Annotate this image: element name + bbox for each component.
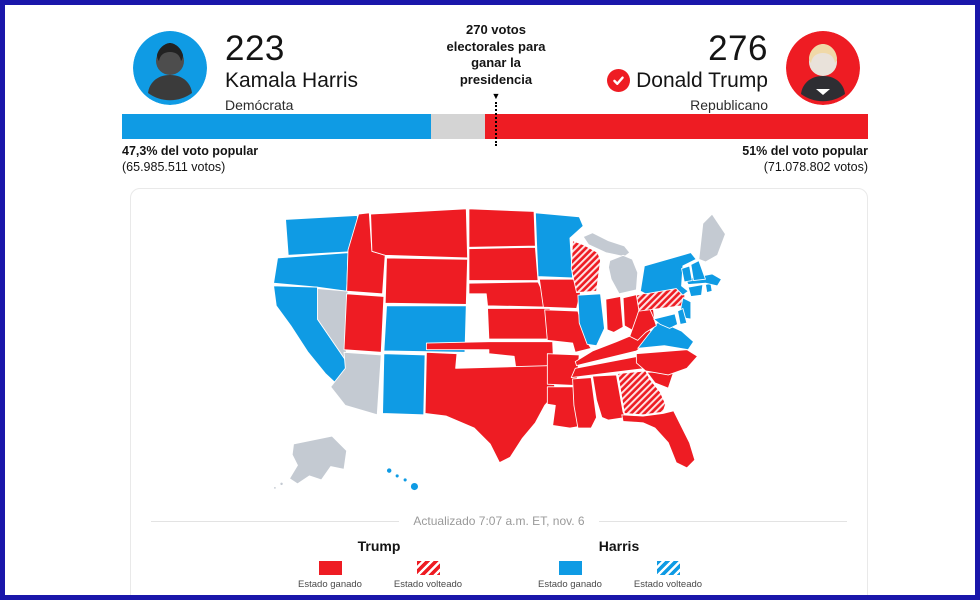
divider-line [598, 520, 847, 522]
trump-popular-vote-count: (71.078.802 votos) [763, 160, 868, 175]
state-az[interactable] [329, 351, 382, 416]
legend-harris-flipped-swatch [656, 561, 680, 575]
harris-popular-vote-label: 47,3% del voto popular (65.985.511 votos… [122, 143, 258, 176]
state-ak[interactable] [288, 435, 347, 485]
bar-segment-trump [485, 114, 868, 139]
state-de[interactable] [676, 308, 687, 325]
state-nm[interactable] [381, 353, 426, 416]
map-updated-text: Actualizado 7:07 a.m. ET, nov. 6 [413, 514, 585, 528]
harris-candidate-block: 223 Kamala Harris Demócrata [133, 29, 359, 113]
harris-photo [133, 31, 207, 105]
harris-popular-vote-count: (65.985.511 votos) [122, 160, 226, 175]
trump-photo [786, 31, 860, 105]
trump-candidate-block: 276 Donald Trump Republicano [607, 29, 860, 113]
state-or[interactable] [272, 252, 348, 292]
legend-harris-title: Harris [598, 538, 640, 554]
state-al[interactable] [591, 374, 626, 421]
state-mt[interactable] [369, 208, 468, 259]
state-wy[interactable] [384, 257, 468, 305]
legend-harris-flipped-label: Estado volteado [633, 579, 703, 590]
state-mi[interactable] [582, 232, 630, 258]
state-md[interactable] [652, 313, 678, 329]
state-nc[interactable] [635, 349, 698, 376]
state-vt[interactable] [680, 265, 693, 283]
state-wv[interactable] [628, 305, 657, 341]
state-tx[interactable] [424, 351, 556, 464]
divider-line [151, 520, 400, 522]
state-co[interactable] [382, 305, 467, 353]
legend-harris-won-swatch [558, 561, 582, 575]
state-ak[interactable] [278, 481, 284, 486]
state-ms[interactable] [571, 377, 597, 429]
harris-popular-vote-pct: 47,3% del voto popular [122, 144, 259, 158]
state-wa[interactable] [284, 215, 359, 256]
state-ak[interactable] [272, 486, 277, 490]
state-sd[interactable] [468, 246, 538, 281]
trump-name: Donald Trump [636, 68, 768, 92]
state-hi[interactable] [394, 473, 400, 479]
legend-harris-won-label: Estado ganado [538, 579, 602, 590]
legend-trump-won-swatch [318, 561, 342, 575]
map-card: Actualizado 7:07 a.m. ET, nov. 6 Trump E… [130, 188, 868, 595]
state-hi[interactable] [409, 482, 419, 491]
state-fl[interactable] [620, 410, 695, 469]
legend-group-trump: Trump Estado ganado Estado volteado [291, 538, 467, 590]
electoral-vote-bar [122, 114, 868, 139]
map-updated-row: Actualizado 7:07 a.m. ET, nov. 6 [151, 514, 847, 528]
state-ut[interactable] [343, 293, 384, 353]
harris-party: Demócrata [225, 97, 294, 113]
bar-segment-unallocated [431, 114, 486, 139]
state-me[interactable] [697, 213, 726, 263]
state-ma[interactable] [684, 273, 722, 287]
state-ga[interactable] [616, 370, 666, 416]
trump-popular-vote-label: 51% del voto popular (71.078.802 votos) [742, 143, 868, 176]
threshold-marker-line [495, 101, 497, 146]
state-ct[interactable] [687, 284, 703, 297]
state-ny[interactable] [639, 252, 697, 296]
us-states-map [272, 208, 726, 491]
state-ks[interactable] [486, 308, 553, 340]
trump-party: Republicano [690, 97, 768, 113]
legend-trump-flipped-swatch [416, 561, 440, 575]
state-wi[interactable] [570, 240, 601, 293]
threshold-annotation: 270 votos electorales para ganar la pres… [435, 22, 557, 146]
state-ne[interactable] [468, 281, 550, 308]
winner-check-icon [607, 69, 631, 93]
bar-segment-harris [122, 114, 432, 139]
state-mi[interactable] [607, 254, 638, 295]
harris-electoral-votes: 223 [225, 29, 285, 68]
state-hi[interactable] [402, 477, 408, 483]
trump-electoral-votes: 276 [708, 29, 768, 68]
map-legend: Trump Estado ganado Estado volteado Harr… [131, 538, 867, 590]
state-in[interactable] [604, 296, 624, 333]
threshold-label: 270 votos electorales para ganar la pres… [446, 22, 546, 87]
state-nh[interactable] [689, 260, 706, 281]
legend-group-harris: Harris Estado ganado Estado volteado [531, 538, 707, 590]
legend-trump-flipped-label: Estado volteado [393, 579, 463, 590]
state-il[interactable] [576, 293, 605, 347]
legend-trump-title: Trump [357, 538, 401, 554]
harris-name: Kamala Harris [225, 68, 359, 92]
legend-trump-won-label: Estado ganado [298, 579, 362, 590]
trump-popular-vote-pct: 51% del voto popular [742, 144, 868, 158]
threshold-arrow-icon: ▼ [491, 90, 501, 101]
state-nd[interactable] [468, 208, 536, 248]
state-va[interactable] [636, 318, 694, 351]
state-hi[interactable] [385, 467, 392, 474]
